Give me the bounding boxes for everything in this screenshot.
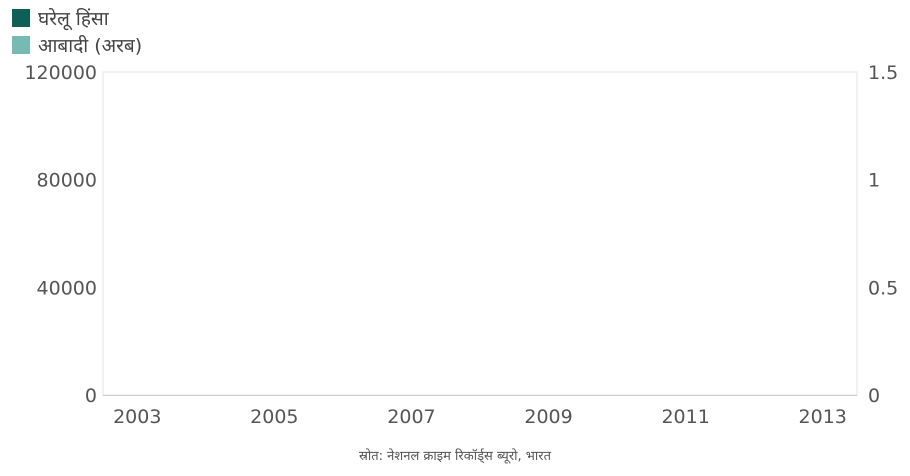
legend-label-domestic-violence: घरेलू हिंसा [38,7,109,30]
y-left-tick-80000: 80000 [37,170,97,192]
legend: घरेलू हिंसा आबादी (अरब) [12,4,142,58]
y-right-tick-0.5: 0.5 [868,277,898,299]
legend-swatch-bar [12,35,30,54]
x-tick-2003: 2003 [113,406,161,428]
axes: 0 40000 80000 120000 0 0.5 1 1.5 2003 2005 2007 200… [24,62,898,428]
y-left-tick-0: 0 [85,385,97,407]
x-tick-2011: 2011 [661,406,709,428]
y-right-tick-0: 0 [868,385,880,407]
x-tick-2009: 2009 [524,406,572,428]
y-left-tick-40000: 40000 [37,277,97,299]
plot-area [102,71,858,396]
legend-item-population: आबादी (अरब) [12,31,142,58]
legend-item-domestic-violence: घरेलू हिंसा [12,4,142,31]
x-tick-2005: 2005 [250,406,298,428]
x-tick-2013: 2013 [799,406,847,428]
x-tick-2007: 2007 [387,406,435,428]
y-right-tick-1.5: 1.5 [868,62,898,84]
y-right-tick-1: 1 [868,170,880,192]
y-left-tick-120000: 120000 [24,62,97,84]
legend-swatch-line [12,8,30,27]
source-note: स्रोत: नेशनल क्राइम रिकॉर्ड्स ब्यूरो, भा… [358,449,552,464]
legend-label-population: आबादी (अरब) [38,34,143,57]
